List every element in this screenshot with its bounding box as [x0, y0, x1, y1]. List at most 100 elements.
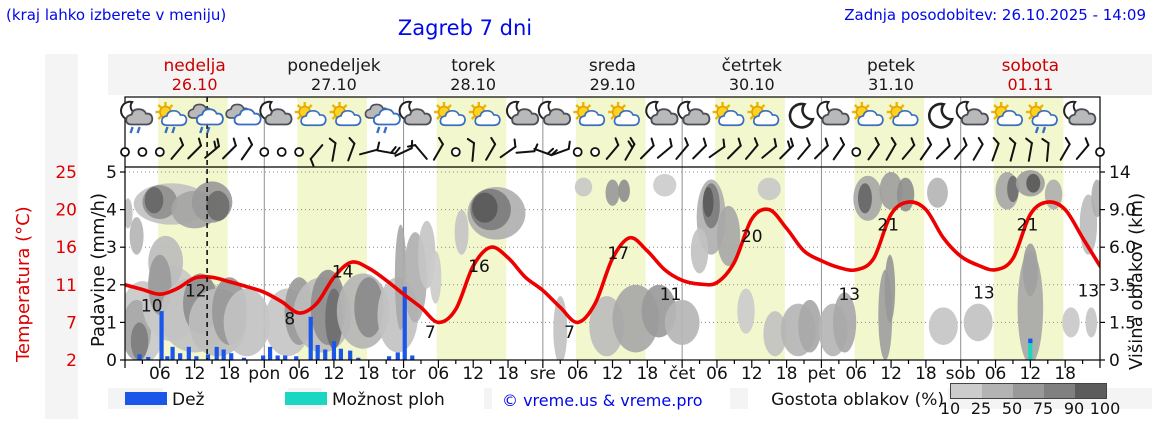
wind-barb-icon — [187, 137, 203, 160]
temp-tick: 11 — [55, 276, 77, 296]
cloud-rain-icon — [364, 103, 401, 134]
cloud-cover-layer — [125, 170, 1100, 360]
svg-text:sob: sob — [946, 364, 976, 384]
calm-wind-icon — [450, 147, 461, 157]
svg-text:06: 06 — [985, 364, 1007, 384]
svg-text:pet: pet — [807, 364, 835, 384]
svg-text:18: 18 — [637, 364, 659, 384]
copyright-link[interactable]: © vreme.us & vreme.pro — [502, 391, 703, 410]
temperature-curve — [125, 200, 1100, 325]
svg-text:18: 18 — [776, 364, 798, 384]
density-segment — [1044, 384, 1075, 398]
calm-wind-icon — [1095, 147, 1105, 157]
svg-text:7: 7 — [564, 323, 575, 343]
wind-barb-icon — [309, 144, 324, 167]
copyright-box — [492, 388, 730, 409]
svg-text:12: 12 — [462, 364, 484, 384]
sun-cloud-icon — [468, 102, 501, 127]
calm-wind-icon — [137, 147, 148, 157]
temp-tick: 25 — [55, 163, 77, 183]
wind-barb-icon — [170, 137, 185, 160]
svg-text:18: 18 — [358, 364, 380, 384]
sun-cloud-icon — [294, 102, 327, 127]
day-date: 30.10 — [728, 75, 775, 94]
density-tick-label: 10 — [939, 399, 961, 418]
wind-barb-icon — [885, 136, 897, 161]
day-name-četrtek: četrtek — [721, 56, 782, 76]
sun-cloud-icon — [851, 102, 884, 127]
svg-text:20: 20 — [741, 227, 763, 247]
moon-cloud-icon — [955, 100, 989, 126]
svg-text:8: 8 — [284, 310, 295, 330]
svg-text:4: 4 — [106, 201, 117, 221]
shower-legend-swatch — [285, 392, 327, 405]
svg-text:06: 06 — [567, 364, 589, 384]
svg-text:13: 13 — [838, 285, 860, 305]
svg-text:13: 13 — [1078, 281, 1100, 301]
svg-text:18: 18 — [1054, 364, 1076, 384]
cloud-density-label: Gostota oblakov (%) — [771, 390, 944, 410]
day-name-petek: petek — [866, 56, 916, 76]
wind-barb-icon — [406, 144, 428, 160]
wind-barb-icon — [656, 137, 673, 159]
cloud-density-scale — [950, 383, 1107, 399]
wind-barb-icon — [328, 137, 337, 162]
wind-barb-icon — [972, 136, 984, 161]
wind-barb-icon — [222, 137, 237, 160]
sun-cloud-icon — [573, 102, 606, 127]
rain-legend-box — [163, 388, 288, 409]
svg-text:12: 12 — [1020, 364, 1042, 384]
wind-barb-icon — [347, 137, 356, 162]
density-segment — [1013, 384, 1044, 398]
svg-text:tor: tor — [392, 364, 416, 384]
temperature-value-labels: 10 12 8 14 7 16 7 17 11 20 13 21 13 21 13 — [141, 216, 1099, 343]
wind-barb-icon — [394, 139, 414, 157]
density-tick-label: 25 — [970, 399, 992, 418]
svg-text:12: 12 — [741, 364, 763, 384]
svg-text:7: 7 — [425, 323, 436, 343]
shower-legend-label: Možnost ploh — [332, 390, 445, 410]
calm-wind-icon — [590, 147, 600, 157]
svg-text:3: 3 — [106, 238, 117, 258]
svg-text:0: 0 — [1109, 351, 1120, 371]
wind-barb-icon — [867, 137, 880, 161]
sun-cloud-icon — [608, 102, 641, 127]
sun-cloud-rain-icon — [1025, 102, 1058, 134]
sun-cloud-rain-icon — [155, 102, 188, 134]
left-gray-strip — [45, 54, 78, 419]
left-axis: 0 1 2 3 4 5 2 7 11 16 20 25 — [55, 163, 125, 371]
wind-barb-icon — [624, 136, 636, 161]
rain-legend-swatch — [125, 392, 167, 405]
rain-legend-label: Dež — [172, 390, 205, 410]
shower-legend-box — [322, 388, 484, 409]
x-axis: 06 12 18 pon 06 12 18 tor 06 12 18 sre 06 12 18 čet 06 12… — [124, 360, 1101, 384]
svg-text:21: 21 — [877, 216, 899, 236]
wind-barb-icon — [466, 137, 475, 162]
sun-cloud-icon — [747, 102, 780, 127]
temp-tick: 20 — [55, 201, 77, 221]
day-header-band — [108, 54, 1152, 95]
calm-wind-icon — [851, 147, 862, 157]
svg-text:06: 06 — [428, 364, 450, 384]
svg-text:2: 2 — [106, 276, 117, 296]
wind-barb-icon — [919, 137, 933, 161]
svg-text:12: 12 — [880, 364, 902, 384]
wind-barb-icon — [605, 137, 620, 160]
wind-barbs-row — [120, 136, 1105, 167]
svg-text:12: 12 — [185, 281, 207, 301]
moon-cloud-rain-icon — [120, 100, 154, 134]
density-label-box — [748, 388, 948, 409]
svg-text:16: 16 — [468, 257, 490, 277]
rain-bars — [137, 286, 1033, 360]
svg-text:12: 12 — [602, 364, 624, 384]
clouds-icon — [225, 103, 262, 126]
cloud-rain-icon — [187, 103, 224, 134]
day-name-torek: torek — [451, 56, 496, 76]
menu-hint: (kraj lahko izberete v meniju) — [6, 6, 227, 24]
svg-text:06: 06 — [706, 364, 728, 384]
day-date: 28.10 — [450, 75, 497, 94]
page-title: Zagreb 7 dni — [397, 16, 533, 40]
wind-barb-icon — [761, 137, 778, 159]
svg-text:3.5: 3.5 — [1109, 276, 1136, 296]
